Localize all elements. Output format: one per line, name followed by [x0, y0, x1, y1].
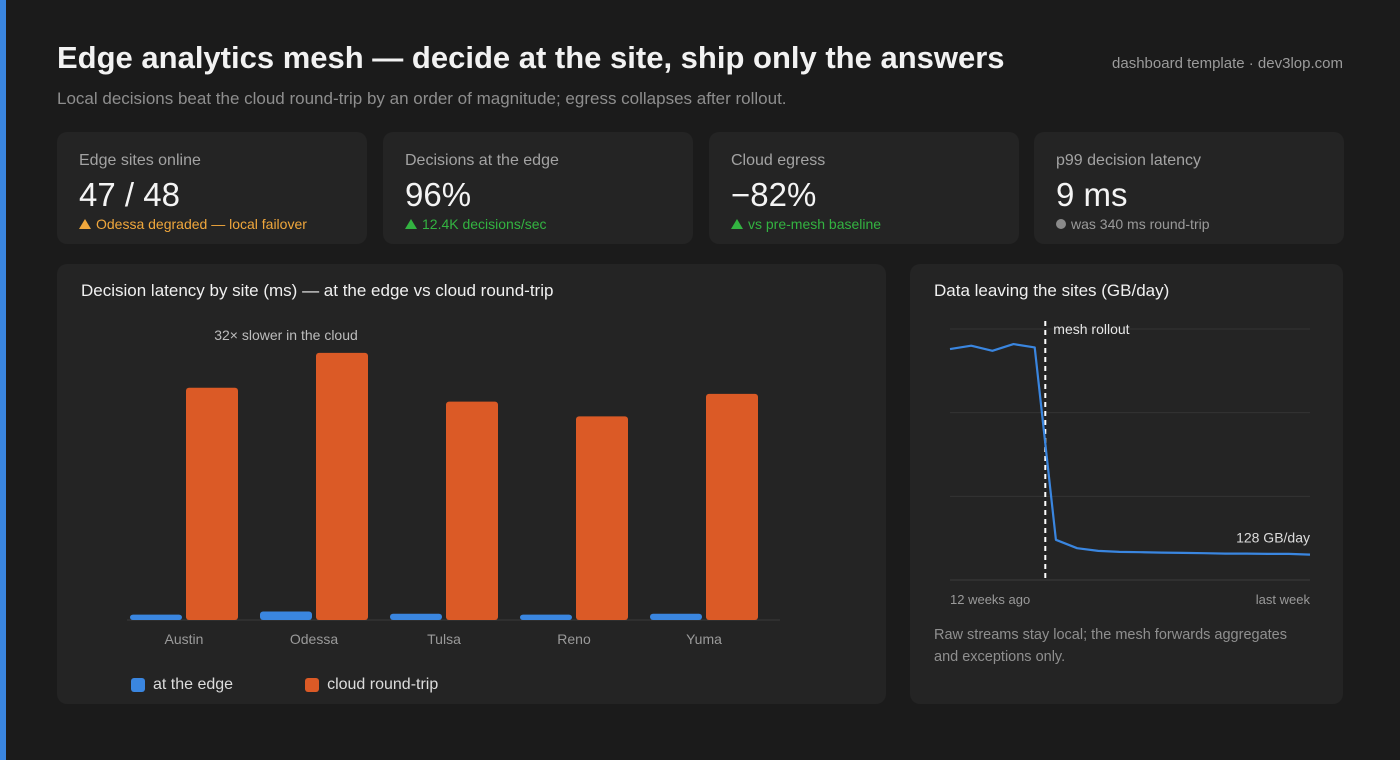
kpi-note-text: 12.4K decisions/sec — [422, 216, 547, 232]
kpi-card-edge-decisions: Decisions at the edge 96% 12.4K decision… — [383, 132, 693, 244]
bar-edge-austin — [130, 614, 182, 620]
kpi-label: Decisions at the edge — [405, 152, 559, 169]
bar-cloud-yuma — [706, 393, 758, 620]
bar-edge-odessa — [260, 611, 312, 620]
latency-chart-panel: Decision latency by site (ms) — at the e… — [57, 264, 886, 704]
x-tick-label: Odessa — [290, 631, 338, 647]
x-tick-label: Yuma — [686, 631, 722, 647]
x-tick-label: Reno — [557, 631, 591, 647]
kpi-card-sites-online: Edge sites online 47 / 48 Odessa degrade… — [57, 132, 367, 244]
legend-item-cloud: cloud round-trip — [305, 676, 438, 694]
kpi-note-text: was 340 ms round-trip — [1071, 216, 1210, 232]
rollout-label: mesh rollout — [1053, 321, 1129, 337]
bar-edge-tulsa — [390, 613, 442, 620]
legend-label-edge: at the edge — [153, 676, 234, 693]
page-title: Edge analytics mesh — decide at the site… — [57, 40, 1005, 75]
legend-item-edge: at the edge — [131, 676, 233, 694]
annotation-label: 32× slower in the cloud — [214, 327, 358, 343]
kpi-note-text: vs pre-mesh baseline — [748, 216, 882, 232]
bar-edge-reno — [520, 614, 572, 620]
x-tick-label: Austin — [165, 631, 204, 647]
egress-series-line — [949, 342, 1311, 556]
kpi-value: −82% — [731, 176, 817, 213]
legend-swatch-cloud — [305, 678, 320, 692]
x-end-label: last week — [1256, 592, 1311, 607]
x-start-label: 12 weeks ago — [950, 592, 1030, 607]
egress-chart-title: Data leaving the sites (GB/day) — [934, 281, 1170, 300]
dot-icon — [1056, 219, 1066, 229]
end-value-label: 128 GB/day — [1236, 530, 1310, 546]
kpi-label: p99 decision latency — [1056, 152, 1201, 169]
bar-cloud-odessa — [316, 352, 368, 620]
latency-legend: at the edge cloud round-trip — [131, 676, 438, 694]
kpi-note: vs pre-mesh baseline — [731, 216, 997, 232]
kpi-card-p99-latency: p99 decision latency 9 ms was 340 ms rou… — [1034, 132, 1344, 244]
egress-caption: Raw streams stay local; the mesh forward… — [934, 627, 1287, 665]
kpi-note: 12.4K decisions/sec — [405, 216, 671, 232]
kpi-value: 9 ms — [1056, 176, 1128, 213]
bar-cloud-tulsa — [446, 401, 498, 620]
bar-cloud-reno — [576, 416, 628, 620]
page-subtitle: Local decisions beat the cloud round-tri… — [57, 89, 787, 108]
up-triangle-icon — [405, 219, 417, 229]
credit-link[interactable]: dashboard template · dev3lop.com — [1112, 55, 1343, 72]
latency-chart-title: Decision latency by site (ms) — at the e… — [81, 281, 554, 300]
kpi-label: Edge sites online — [79, 152, 201, 169]
warning-triangle-icon — [79, 219, 91, 229]
egress-chart-panel: Data leaving the sites (GB/day) mesh rol… — [910, 264, 1343, 704]
kpi-note: Odessa degraded — local failover — [79, 216, 345, 232]
bar-cloud-austin — [186, 387, 238, 620]
latency-bar-chart: Austin Odessa 32× slower in the cloud Tulsa… — [127, 327, 780, 647]
up-triangle-icon — [731, 219, 743, 229]
kpi-card-cloud-egress: Cloud egress −82% vs pre-mesh baseline — [709, 132, 1019, 244]
bar-edge-yuma — [650, 613, 702, 620]
kpi-label: Cloud egress — [731, 152, 826, 169]
kpi-note-text: Odessa degraded — local failover — [96, 216, 307, 232]
kpi-note: was 340 ms round-trip — [1056, 216, 1322, 232]
accent-bar — [0, 0, 6, 760]
egress-line-chart: mesh rollout 128 GB/day 12 weeks ago last w… — [949, 321, 1311, 607]
x-tick-label: Tulsa — [427, 631, 461, 647]
kpi-value: 96% — [405, 176, 472, 213]
legend-label-cloud: cloud round-trip — [327, 676, 439, 693]
legend-swatch-edge — [131, 678, 145, 692]
kpi-value: 47 / 48 — [79, 176, 180, 213]
